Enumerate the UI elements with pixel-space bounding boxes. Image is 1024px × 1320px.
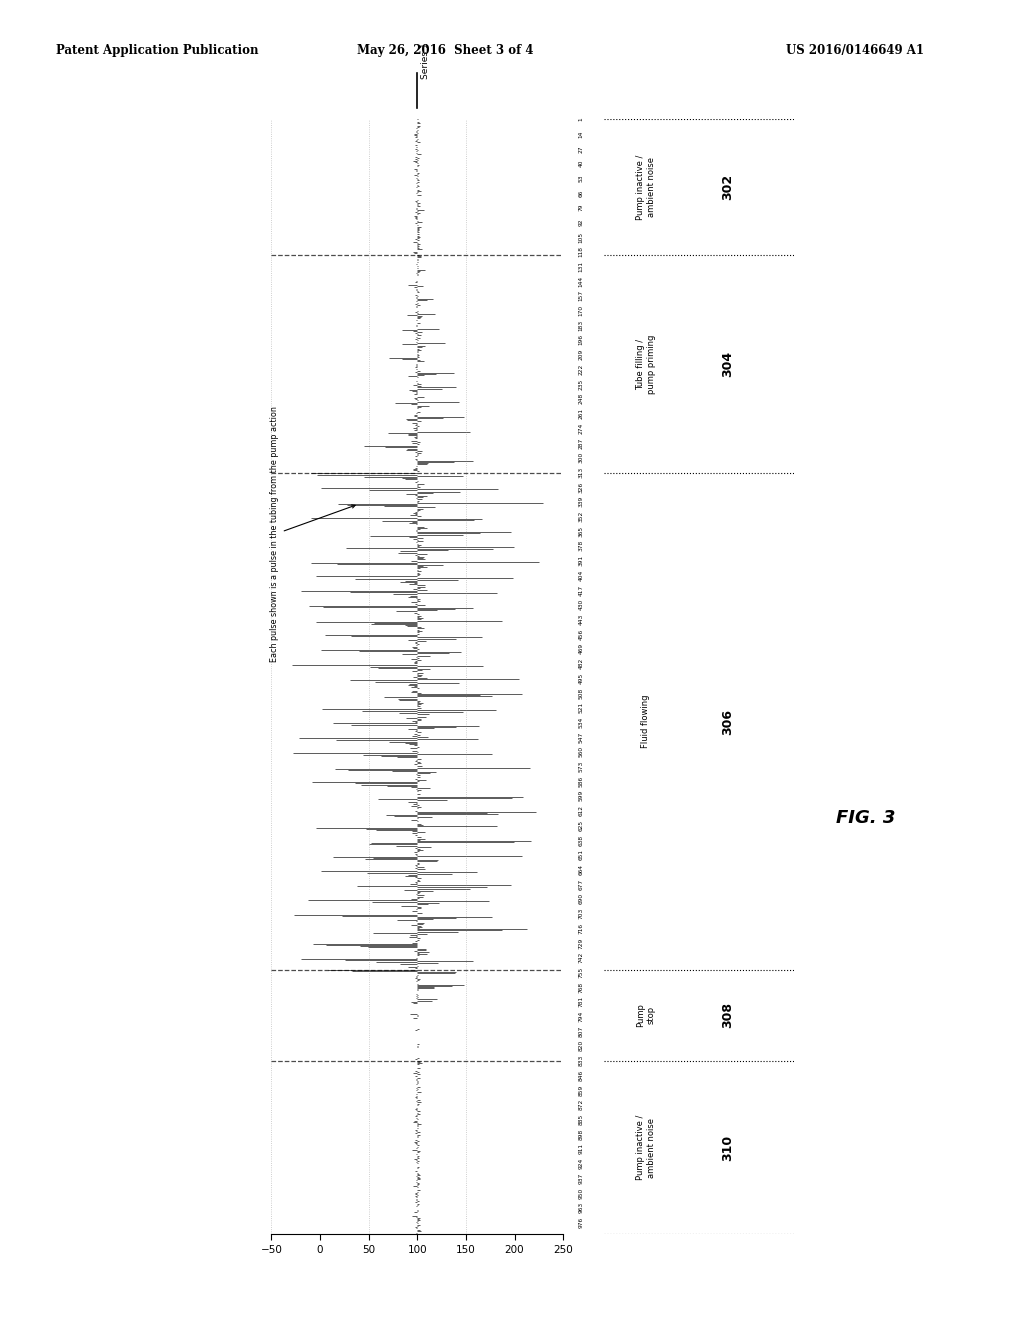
Text: 482: 482 bbox=[579, 657, 584, 669]
Text: 209: 209 bbox=[579, 348, 584, 360]
Text: 310: 310 bbox=[721, 1135, 734, 1160]
Text: 846: 846 bbox=[579, 1069, 584, 1081]
Text: 755: 755 bbox=[579, 966, 584, 978]
Text: 300: 300 bbox=[579, 451, 584, 463]
Text: 313: 313 bbox=[579, 467, 584, 478]
Text: 820: 820 bbox=[579, 1040, 584, 1052]
Text: 963: 963 bbox=[579, 1203, 584, 1213]
Text: 768: 768 bbox=[579, 982, 584, 993]
Text: 378: 378 bbox=[579, 540, 584, 552]
Text: 664: 664 bbox=[579, 863, 584, 875]
Text: 40: 40 bbox=[579, 160, 584, 168]
Text: 157: 157 bbox=[579, 290, 584, 301]
Text: 144: 144 bbox=[579, 276, 584, 286]
Text: 521: 521 bbox=[579, 702, 584, 713]
Text: 404: 404 bbox=[579, 570, 584, 581]
Text: 703: 703 bbox=[579, 908, 584, 919]
Text: 807: 807 bbox=[579, 1026, 584, 1036]
Text: 859: 859 bbox=[579, 1084, 584, 1096]
Text: 53: 53 bbox=[579, 174, 584, 182]
Text: 287: 287 bbox=[579, 437, 584, 449]
Text: 872: 872 bbox=[579, 1100, 584, 1110]
Text: 469: 469 bbox=[579, 643, 584, 655]
Text: 625: 625 bbox=[579, 820, 584, 830]
Text: 560: 560 bbox=[579, 746, 584, 758]
Text: Tube filling /
pump priming: Tube filling / pump priming bbox=[636, 334, 655, 393]
Text: 79: 79 bbox=[579, 203, 584, 211]
Text: 304: 304 bbox=[721, 351, 734, 378]
Text: 599: 599 bbox=[579, 791, 584, 801]
Text: 302: 302 bbox=[721, 174, 734, 201]
Text: 131: 131 bbox=[579, 261, 584, 272]
Text: Patent Application Publication: Patent Application Publication bbox=[56, 44, 259, 57]
Text: 612: 612 bbox=[579, 805, 584, 816]
Text: 352: 352 bbox=[579, 511, 584, 521]
Text: 391: 391 bbox=[579, 554, 584, 566]
Text: 235: 235 bbox=[579, 379, 584, 389]
Text: 547: 547 bbox=[579, 731, 584, 743]
Text: 742: 742 bbox=[579, 952, 584, 964]
Text: 924: 924 bbox=[579, 1158, 584, 1170]
Text: 885: 885 bbox=[579, 1114, 584, 1125]
Text: 183: 183 bbox=[579, 319, 584, 331]
Text: May 26, 2016  Sheet 3 of 4: May 26, 2016 Sheet 3 of 4 bbox=[357, 44, 534, 57]
Text: 430: 430 bbox=[579, 599, 584, 610]
Text: 781: 781 bbox=[579, 997, 584, 1007]
Text: 651: 651 bbox=[579, 849, 584, 861]
Text: 677: 677 bbox=[579, 879, 584, 890]
Text: Pump inactive /
ambient noise: Pump inactive / ambient noise bbox=[636, 1115, 655, 1180]
Text: 976: 976 bbox=[579, 1217, 584, 1228]
Text: 261: 261 bbox=[579, 408, 584, 418]
Text: 1: 1 bbox=[579, 117, 584, 121]
Text: Fluid flowing: Fluid flowing bbox=[641, 696, 650, 748]
Text: 308: 308 bbox=[721, 1002, 734, 1028]
Text: 170: 170 bbox=[579, 305, 584, 315]
Text: 911: 911 bbox=[579, 1143, 584, 1154]
Text: 248: 248 bbox=[579, 393, 584, 404]
Text: 27: 27 bbox=[579, 145, 584, 153]
Text: 14: 14 bbox=[579, 131, 584, 137]
Text: 306: 306 bbox=[721, 709, 734, 735]
Text: FIG. 3: FIG. 3 bbox=[836, 809, 895, 828]
Text: 833: 833 bbox=[579, 1055, 584, 1067]
Text: 573: 573 bbox=[579, 760, 584, 772]
Text: 274: 274 bbox=[579, 422, 584, 434]
Text: Each pulse shown is a pulse in the tubing from the pump action: Each pulse shown is a pulse in the tubin… bbox=[269, 407, 355, 663]
Text: 92: 92 bbox=[579, 219, 584, 226]
Text: 326: 326 bbox=[579, 482, 584, 492]
Text: 950: 950 bbox=[579, 1187, 584, 1199]
Text: Pump inactive /
ambient noise: Pump inactive / ambient noise bbox=[636, 154, 655, 220]
Text: 339: 339 bbox=[579, 496, 584, 507]
Text: 456: 456 bbox=[579, 628, 584, 640]
Text: 118: 118 bbox=[579, 247, 584, 257]
Text: 443: 443 bbox=[579, 614, 584, 624]
Text: 365: 365 bbox=[579, 525, 584, 537]
Text: 66: 66 bbox=[579, 189, 584, 197]
Text: 495: 495 bbox=[579, 673, 584, 684]
Text: 222: 222 bbox=[579, 364, 584, 375]
Text: 898: 898 bbox=[579, 1129, 584, 1139]
Text: 794: 794 bbox=[579, 1011, 584, 1022]
Text: 534: 534 bbox=[579, 717, 584, 727]
Text: 638: 638 bbox=[579, 834, 584, 846]
Text: 716: 716 bbox=[579, 923, 584, 933]
Text: 586: 586 bbox=[579, 776, 584, 787]
Text: 417: 417 bbox=[579, 585, 584, 595]
Text: 508: 508 bbox=[579, 688, 584, 698]
Text: 690: 690 bbox=[579, 894, 584, 904]
Text: Series 1: Series 1 bbox=[422, 42, 430, 79]
Text: US 2016/0146649 A1: US 2016/0146649 A1 bbox=[786, 44, 924, 57]
Text: 196: 196 bbox=[579, 334, 584, 346]
Text: 937: 937 bbox=[579, 1172, 584, 1184]
Text: 729: 729 bbox=[579, 937, 584, 949]
Text: Pump
stop: Pump stop bbox=[636, 1003, 655, 1027]
Text: 105: 105 bbox=[579, 231, 584, 243]
